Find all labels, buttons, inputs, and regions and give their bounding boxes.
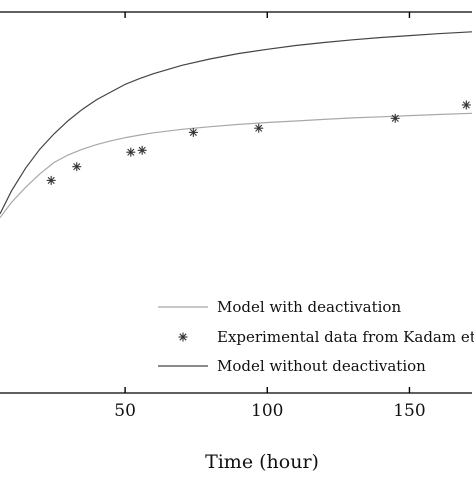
x-tick-label: 50 <box>114 401 136 421</box>
experimental-data-point <box>461 100 471 110</box>
legend-swatch-marker <box>178 332 188 342</box>
experimental-data-point <box>72 162 82 172</box>
series-line-without-deactivation <box>0 31 473 215</box>
x-tick-label: 150 <box>393 401 425 421</box>
series-line-with-deactivation <box>0 112 473 219</box>
experimental-data-point <box>46 175 56 185</box>
experimental-data-point <box>137 145 147 155</box>
legend: Model with deactivation Experimental data… <box>158 298 474 375</box>
series-layer <box>0 31 473 219</box>
x-axis-title: Time (hour) <box>205 451 319 473</box>
legend-label: Experimental data from Kadam et <box>217 328 474 346</box>
legend-label: Model with deactivation <box>217 298 401 316</box>
tick-layer: 50 100 150 <box>114 12 426 421</box>
plot-frame <box>0 11 472 394</box>
experimental-data-point <box>126 147 136 157</box>
experimental-data-point <box>390 113 400 123</box>
experimental-data-point <box>254 123 264 133</box>
legend-label: Model without deactivation <box>217 357 426 375</box>
x-tick-label: 100 <box>251 401 283 421</box>
experimental-data-point <box>188 127 198 137</box>
